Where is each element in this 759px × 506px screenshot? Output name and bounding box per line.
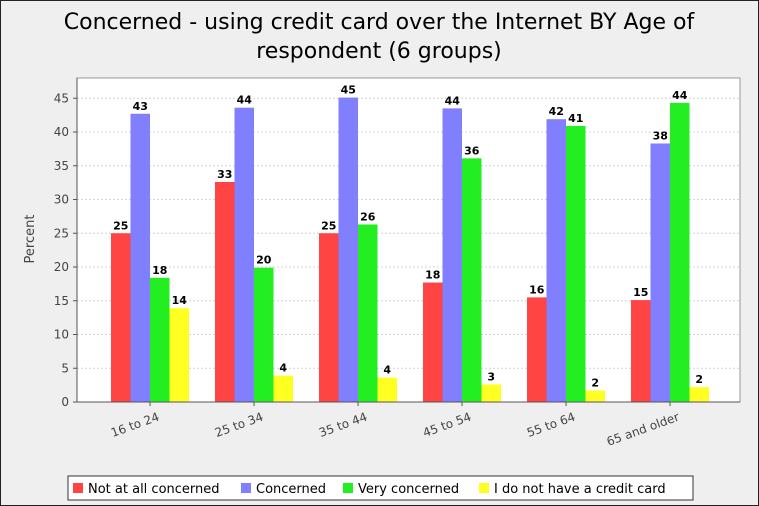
bar bbox=[462, 158, 482, 402]
bar bbox=[150, 277, 170, 402]
y-tick-label: 30 bbox=[54, 193, 69, 207]
y-tick-label: 25 bbox=[54, 226, 69, 240]
legend-label: Concerned bbox=[256, 482, 326, 497]
bar bbox=[481, 384, 501, 402]
bar bbox=[234, 107, 254, 402]
bar-value-label: 20 bbox=[256, 254, 272, 267]
bar bbox=[254, 267, 274, 402]
bar-value-label: 18 bbox=[425, 269, 440, 282]
bar-value-label: 44 bbox=[672, 89, 688, 102]
bar-value-label: 26 bbox=[360, 210, 376, 223]
bar bbox=[423, 282, 443, 402]
y-tick-label: 20 bbox=[54, 260, 69, 274]
bar-value-label: 15 bbox=[633, 286, 648, 299]
bar bbox=[377, 377, 397, 402]
bar bbox=[442, 108, 462, 402]
x-tick-label: 65 and older bbox=[605, 410, 681, 449]
legend-swatch bbox=[241, 483, 251, 493]
bar bbox=[130, 113, 150, 403]
x-tick-label: 35 to 44 bbox=[317, 410, 369, 440]
bar-value-label: 2 bbox=[591, 377, 599, 390]
bar-value-label: 4 bbox=[279, 362, 287, 375]
y-tick-label: 10 bbox=[54, 328, 69, 342]
bar-value-label: 44 bbox=[237, 94, 253, 107]
x-tick-label: 16 to 24 bbox=[109, 410, 161, 440]
y-tick-label: 35 bbox=[54, 159, 69, 173]
bar-value-label: 4 bbox=[383, 364, 391, 377]
bar-value-label: 42 bbox=[549, 105, 564, 118]
bar bbox=[338, 97, 358, 402]
y-tick-label: 15 bbox=[54, 294, 69, 308]
bar bbox=[319, 233, 339, 402]
legend-box bbox=[67, 475, 694, 501]
bar bbox=[566, 125, 586, 403]
bar bbox=[358, 224, 378, 402]
legend-swatch bbox=[343, 483, 353, 493]
bar-value-label: 2 bbox=[695, 373, 703, 386]
bar-value-label: 14 bbox=[172, 294, 188, 307]
bar bbox=[650, 143, 670, 402]
y-tick-label: 40 bbox=[54, 125, 69, 139]
legend-label: I do not have a credit card bbox=[494, 482, 666, 497]
bar-value-label: 41 bbox=[568, 112, 583, 125]
bar bbox=[546, 119, 566, 403]
bar-value-label: 25 bbox=[113, 219, 128, 232]
legend-swatch bbox=[479, 483, 489, 493]
x-tick-label: 25 to 34 bbox=[213, 410, 265, 440]
bar bbox=[273, 375, 293, 402]
chart-title-line1: Concerned - using credit card over the I… bbox=[64, 10, 696, 35]
bar-value-label: 16 bbox=[529, 283, 545, 296]
bars-group: 25 43 18 14 33 44 20 4 25 45 26 4 18 44 36 3 16 42 41 2 15 38… bbox=[111, 84, 709, 403]
y-axis-label: Percent bbox=[23, 215, 38, 264]
bar bbox=[689, 387, 709, 402]
bar bbox=[631, 300, 651, 402]
bar-value-label: 36 bbox=[464, 144, 480, 157]
bar-value-label: 25 bbox=[321, 219, 336, 232]
bar bbox=[169, 308, 189, 402]
x-tick-label: 55 to 64 bbox=[525, 410, 577, 440]
bar-value-label: 18 bbox=[152, 264, 167, 277]
bar bbox=[670, 102, 690, 402]
y-tick-label: 45 bbox=[54, 91, 69, 105]
legend-label: Not at all concerned bbox=[88, 482, 220, 497]
x-tick-label: 45 to 54 bbox=[421, 410, 473, 440]
legend: Not at all concerned Concerned Very concer… bbox=[67, 475, 694, 501]
legend-label: Very concerned bbox=[358, 482, 459, 497]
legend-swatch bbox=[73, 483, 83, 493]
bar bbox=[527, 297, 547, 402]
bar-value-label: 3 bbox=[487, 370, 495, 383]
grid-lines bbox=[77, 97, 740, 369]
chart-title-line2: respondent (6 groups) bbox=[256, 39, 502, 64]
bar bbox=[585, 390, 605, 402]
y-tick-label: 0 bbox=[61, 395, 69, 409]
bar-value-label: 45 bbox=[341, 84, 356, 97]
bar-value-label: 44 bbox=[445, 94, 461, 107]
y-tick-label: 5 bbox=[61, 361, 69, 375]
bar-value-label: 38 bbox=[653, 129, 668, 142]
bar bbox=[111, 233, 131, 402]
bar-value-label: 43 bbox=[133, 100, 148, 113]
bar-value-label: 33 bbox=[217, 168, 232, 181]
bar bbox=[215, 181, 235, 402]
